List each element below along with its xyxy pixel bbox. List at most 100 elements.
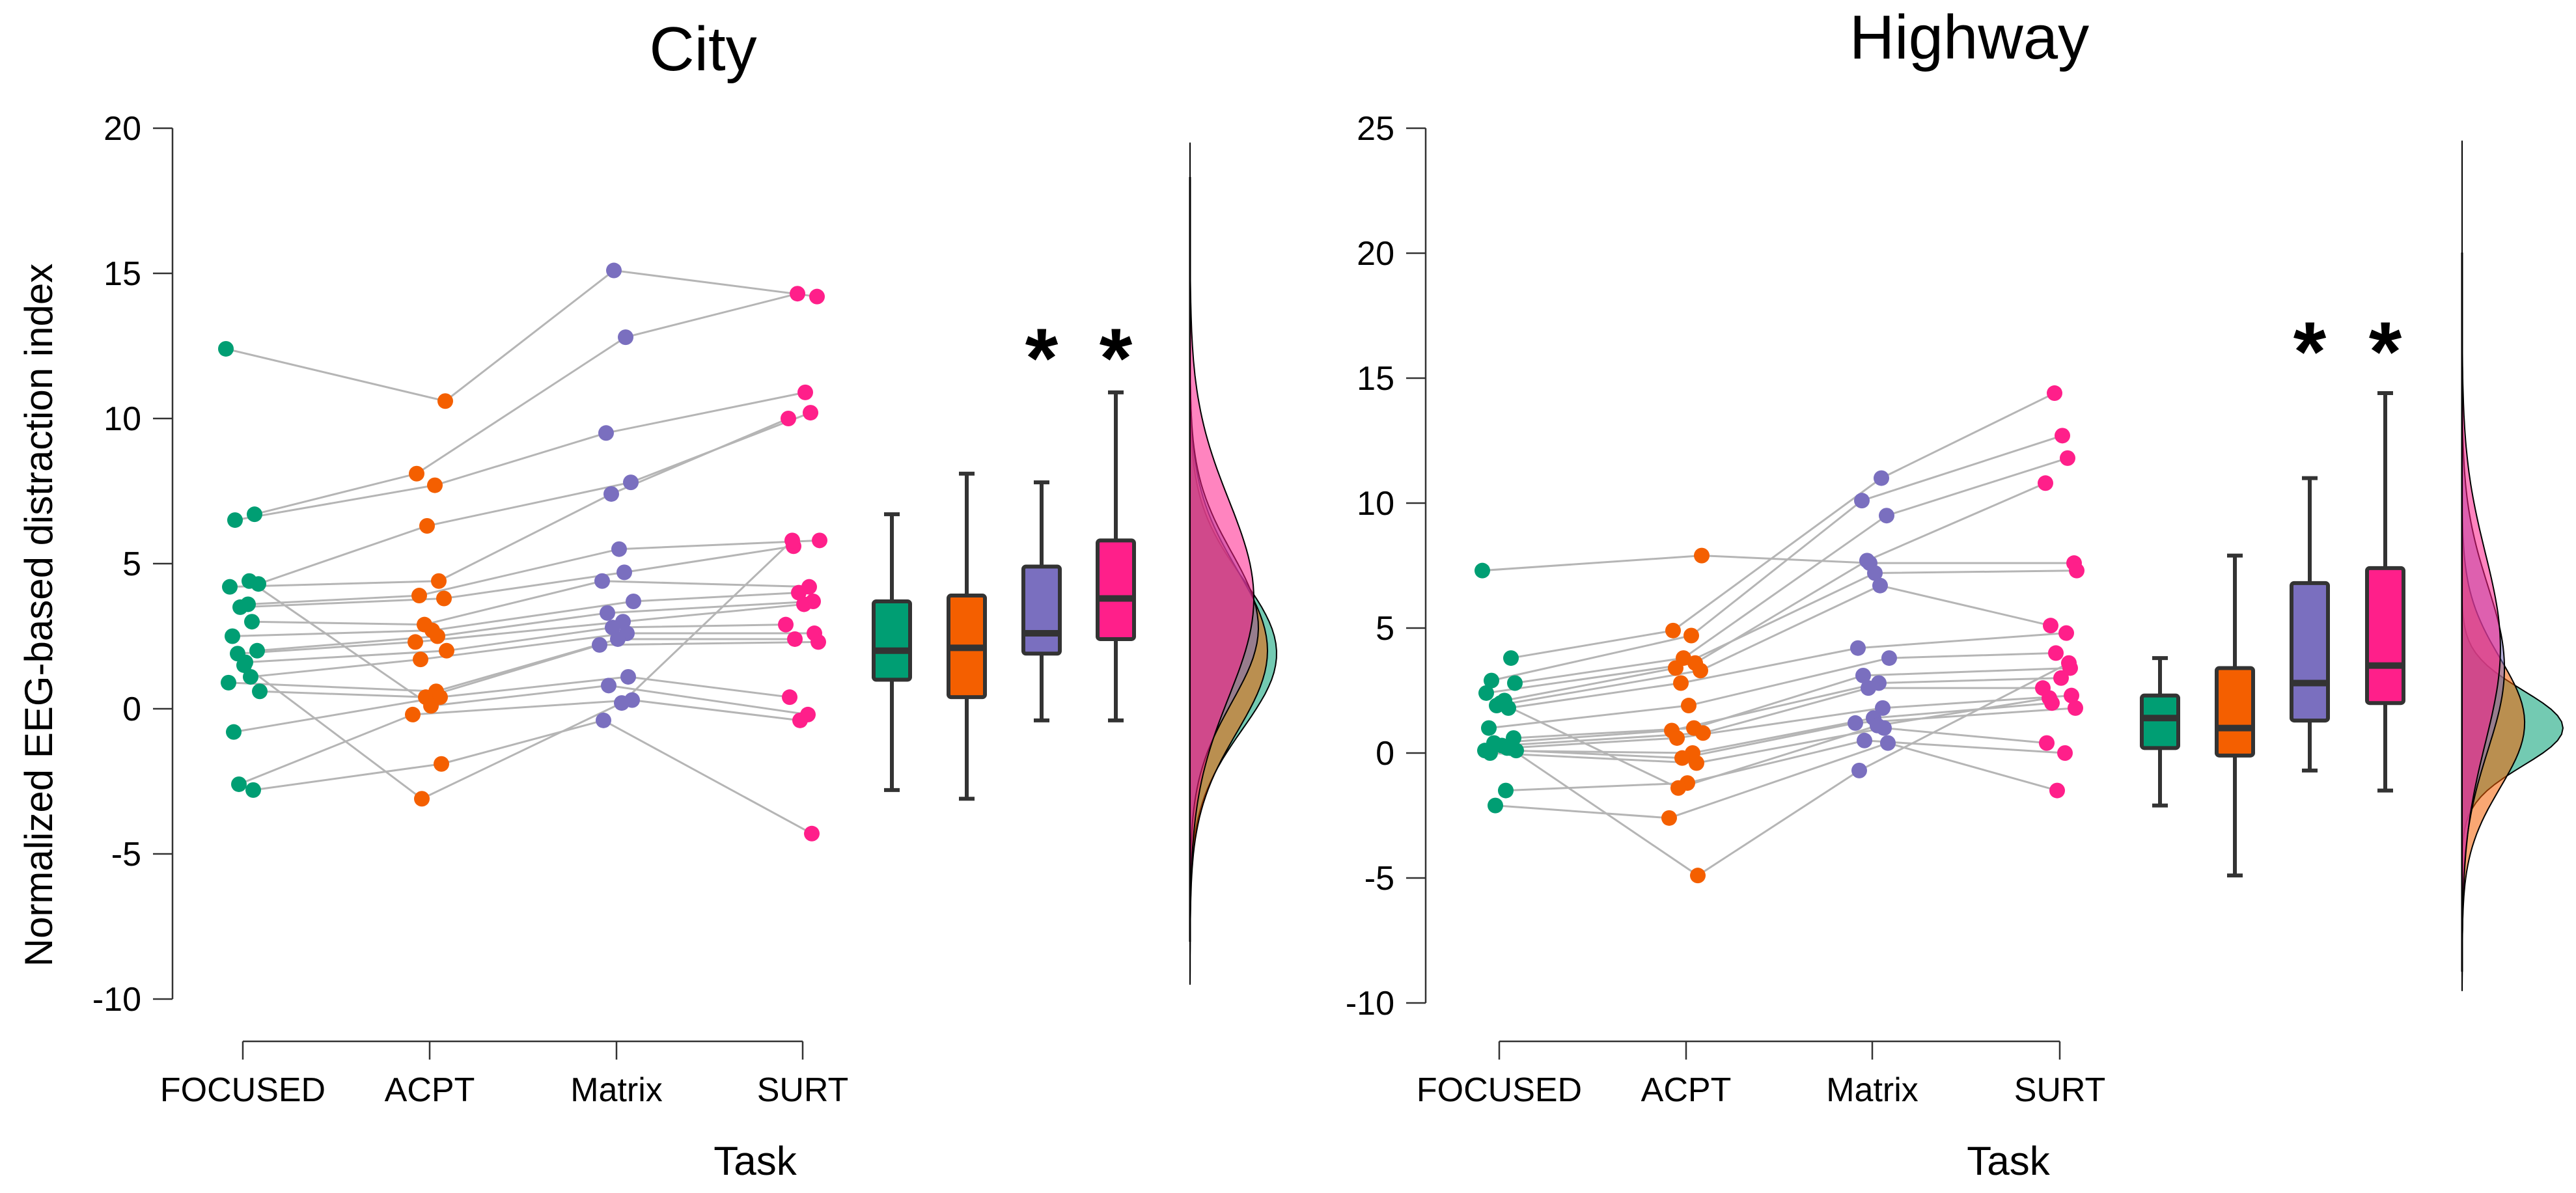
subject-line — [238, 699, 801, 786]
data-point — [423, 698, 439, 714]
data-point — [784, 532, 800, 549]
x-tick-label: ACPT — [1641, 1071, 1732, 1109]
boxplot-matrix — [1021, 480, 1062, 722]
city-panel: City -10 -5 0 5 10 15 20 FOCUSED ACPT Matrix SURT Ta… — [92, 14, 1277, 1184]
data-point — [2039, 735, 2055, 751]
subject-line — [1493, 677, 2062, 745]
data-point — [431, 573, 447, 589]
data-point — [812, 532, 827, 549]
data-point — [227, 512, 243, 528]
data-point — [411, 588, 427, 604]
boxplot-matrix — [2290, 476, 2330, 773]
data-point — [249, 642, 265, 659]
boxplot-acpt — [2215, 553, 2255, 878]
subject-line — [1488, 651, 2057, 730]
data-point — [1694, 547, 1710, 564]
boxplot-box — [2290, 581, 2330, 723]
data-point — [1695, 725, 1711, 741]
density-surt — [2461, 141, 2501, 991]
data-point — [2053, 670, 2069, 686]
subject-line — [234, 391, 806, 521]
data-point — [600, 605, 615, 621]
data-point — [2069, 562, 2084, 579]
data-point — [2047, 385, 2062, 402]
significance-star: * — [1025, 310, 1059, 405]
data-point — [810, 634, 826, 650]
highway-panel: Highway -10 -5 0 5 10 15 20 25 FOCUSED ACPT Matrix S… — [1346, 3, 2564, 1184]
data-point — [434, 756, 449, 772]
data-point — [2048, 645, 2064, 661]
data-point — [1661, 810, 1677, 826]
data-point — [1482, 745, 1498, 761]
boxplot-surt — [2365, 391, 2405, 793]
y-tick-label: 0 — [122, 691, 141, 728]
data-point — [616, 564, 632, 581]
boxplot-surt — [1096, 390, 1136, 722]
subject-line — [259, 640, 819, 698]
subject-line — [1505, 739, 2066, 792]
x-tick-label: SURT — [757, 1071, 849, 1109]
data-point — [1488, 797, 1503, 814]
data-point — [790, 286, 805, 302]
data-point — [1867, 565, 1883, 581]
boxplot-box — [2215, 666, 2255, 758]
data-point — [414, 791, 430, 807]
data-point — [245, 782, 261, 798]
data-point — [427, 477, 443, 493]
data-point — [408, 634, 423, 650]
data-point — [439, 642, 454, 659]
density-surt — [1189, 143, 1255, 985]
data-point — [603, 486, 619, 502]
data-point — [437, 393, 453, 409]
y-tick-label: 10 — [1357, 485, 1394, 523]
x-tick-label: Matrix — [570, 1071, 663, 1109]
data-point — [809, 288, 825, 305]
data-point — [1507, 675, 1523, 691]
data-point — [2057, 745, 2073, 761]
data-point — [1848, 715, 1863, 731]
significance-star: * — [2293, 304, 2327, 399]
x-tick-label: ACPT — [385, 1071, 475, 1109]
data-point — [1857, 732, 1872, 748]
data-point — [1855, 667, 1871, 683]
subject-line — [225, 269, 818, 402]
data-point — [430, 628, 445, 644]
data-point — [1874, 470, 1889, 486]
data-point — [244, 614, 260, 630]
data-point — [218, 340, 234, 357]
data-point — [2042, 690, 2057, 706]
subject-line — [254, 292, 798, 515]
data-point — [1851, 762, 1867, 778]
x-tick-label: Matrix — [1826, 1071, 1918, 1109]
figure-y-axis-label: Normalized EEG-based distraction index — [17, 264, 61, 967]
boxplot-box — [1096, 538, 1136, 641]
boxplot-focused — [2140, 656, 2180, 808]
y-tick-label: 5 — [1376, 610, 1394, 648]
y-tick-label: 5 — [122, 545, 141, 583]
subject-line — [1509, 662, 2070, 877]
data-point — [1690, 868, 1706, 884]
data-point — [1854, 493, 1870, 509]
data-point — [791, 584, 807, 601]
data-point — [242, 573, 257, 589]
data-point — [409, 465, 424, 482]
data-point — [1481, 720, 1497, 736]
data-point — [1475, 562, 1490, 579]
subject-line — [228, 638, 795, 692]
data-point — [1861, 680, 1876, 696]
data-point — [623, 474, 639, 491]
data-point — [1880, 735, 1896, 751]
y-tick-label: 15 — [1357, 360, 1394, 398]
data-point — [419, 518, 435, 534]
subject-line — [1506, 694, 2072, 749]
data-point — [594, 573, 610, 589]
data-point — [1668, 660, 1683, 676]
subject-line — [256, 600, 814, 652]
data-point — [618, 329, 633, 346]
subject-line — [232, 592, 799, 637]
subject-line — [237, 603, 805, 655]
data-point — [592, 637, 607, 653]
data-point — [1681, 698, 1697, 714]
data-point — [787, 631, 803, 647]
data-point — [236, 657, 252, 674]
